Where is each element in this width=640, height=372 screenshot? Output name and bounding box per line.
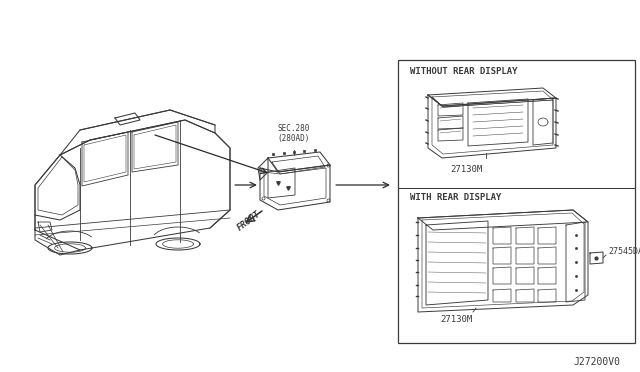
Text: WITH REAR DISPLAY: WITH REAR DISPLAY [410,193,501,202]
Text: WITHOUT REAR DISPLAY: WITHOUT REAR DISPLAY [410,67,518,76]
Text: J27200V0: J27200V0 [573,357,620,367]
Text: 27130M: 27130M [440,315,472,324]
Text: SEC.280
(280AD): SEC.280 (280AD) [278,124,310,143]
Bar [398,60,635,343]
Text: 27130M: 27130M [450,165,482,174]
Text: FRONT: FRONT [236,210,262,233]
Text: 27545DA: 27545DA [608,247,640,257]
